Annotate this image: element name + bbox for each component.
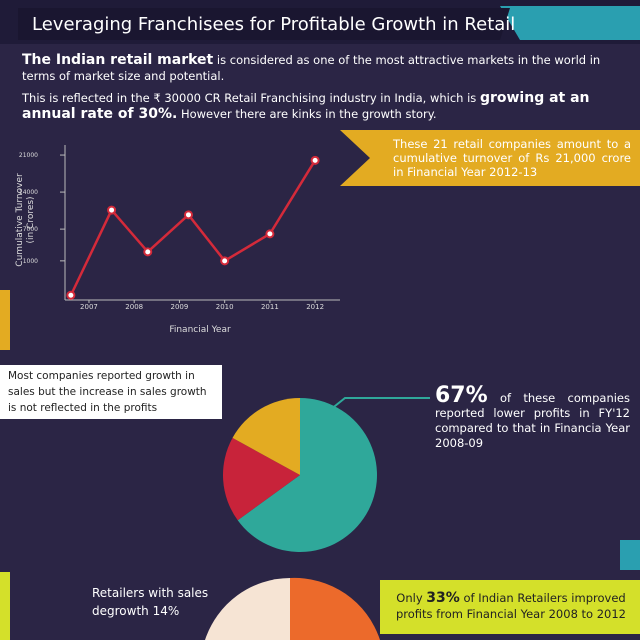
pie-slice bbox=[232, 398, 300, 475]
connector bbox=[329, 397, 430, 411]
big-number: 67% bbox=[435, 383, 488, 408]
text: of these companies reported lower profit… bbox=[435, 391, 630, 450]
accent bbox=[620, 540, 640, 570]
point bbox=[66, 290, 76, 300]
point bbox=[310, 155, 320, 165]
y-axis-label: (in Crores) bbox=[26, 196, 36, 243]
x-axis-label: Financial Year bbox=[169, 325, 231, 335]
line bbox=[69, 159, 317, 296]
title-stripe bbox=[500, 6, 640, 40]
bold-text: growing at an annual rate of 30%. bbox=[22, 90, 590, 122]
turnover-callout bbox=[340, 130, 640, 186]
text: Only bbox=[396, 591, 427, 605]
paragraph: The Indian retail market is considered a… bbox=[22, 52, 622, 84]
text: This is reflected in the ₹ 30000 CR Reta… bbox=[22, 91, 480, 105]
text: is considered as one of the most attract… bbox=[22, 53, 601, 83]
big-number: 33% bbox=[426, 590, 460, 606]
accent bbox=[0, 290, 10, 350]
improved-box bbox=[380, 580, 640, 634]
paragraph: This is reflected in the ₹ 30000 CR Reta… bbox=[22, 90, 622, 122]
text: of Indian Retailers improved profits fro… bbox=[395, 591, 627, 621]
text: However there are kinks in the growth st… bbox=[177, 107, 437, 121]
x-tick-label: 2011 bbox=[261, 303, 279, 311]
title: Leveraging Franchisees for Profitable Gr… bbox=[32, 14, 515, 35]
y-tick-label: 21000 bbox=[19, 152, 38, 159]
y-tick-label: 14000 bbox=[19, 189, 38, 196]
profits-text: 67% of these companies reported lower pr… bbox=[435, 385, 630, 451]
x-tick-label: 2009 bbox=[171, 303, 189, 311]
x-tick-label: 2012 bbox=[306, 303, 324, 311]
pie-slice bbox=[205, 578, 290, 640]
point bbox=[220, 256, 230, 266]
y-tick-label: 7000 bbox=[23, 226, 38, 233]
sales-box bbox=[0, 365, 222, 419]
sales-text: Most companies reported growth in sales … bbox=[8, 370, 207, 414]
degrowth-text: Retailers with sales degrowth 14% bbox=[92, 586, 209, 618]
pie-slice bbox=[290, 577, 380, 640]
x-tick-label: 2008 bbox=[125, 303, 143, 311]
improved-text: Only 33% of Indian Retailers improved pr… bbox=[386, 590, 636, 622]
point bbox=[143, 247, 153, 257]
x-tick-label: 2007 bbox=[80, 303, 98, 311]
y-tick-label: 1000 bbox=[23, 258, 38, 265]
pie-slice bbox=[223, 437, 300, 521]
intro: The Indian retail market is considered a… bbox=[22, 52, 622, 122]
accent bbox=[0, 572, 10, 640]
bold-text: The Indian retail market bbox=[22, 52, 214, 68]
point bbox=[183, 210, 193, 220]
pie-slice bbox=[237, 398, 377, 552]
turnover-text: These 21 retail companies amount to a cu… bbox=[393, 137, 631, 179]
point bbox=[107, 205, 117, 215]
title-box bbox=[18, 8, 510, 40]
point bbox=[265, 229, 275, 239]
x-tick-label: 2010 bbox=[216, 303, 234, 311]
y-axis-label: Cumulative Turnover bbox=[15, 173, 25, 267]
